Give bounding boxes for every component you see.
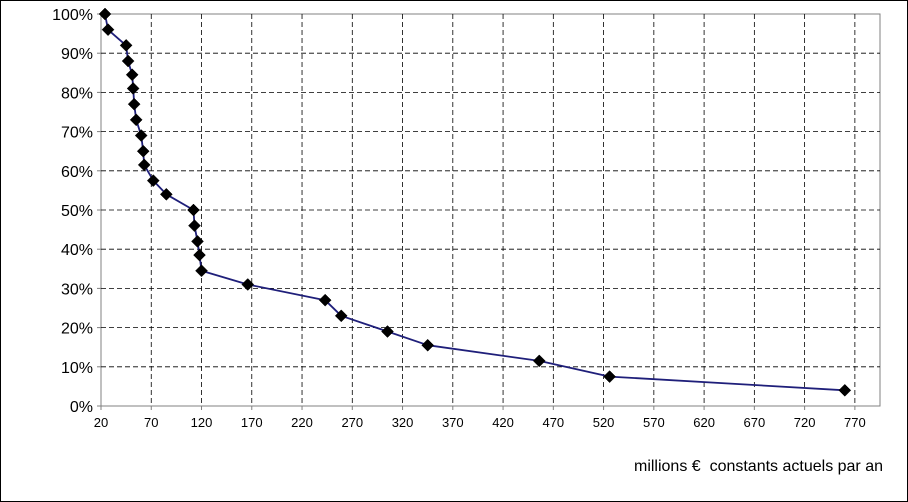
x-axis-label: millions € constants actuels par an: [633, 458, 883, 475]
data-point-marker: [195, 264, 208, 278]
y-tick-label: 10%: [61, 360, 93, 377]
y-tick-label: 100%: [52, 7, 93, 24]
data-point-marker: [127, 97, 141, 111]
data-point-marker: [101, 23, 115, 37]
x-axis-ticks: 20 70 120 170 220 270 320 370 420 470 520 570 620 670…: [94, 406, 866, 430]
data-point-marker: [146, 174, 160, 187]
data-point-marker: [129, 113, 143, 127]
data-point-marker: [137, 158, 151, 172]
data-point-marker: [603, 370, 616, 383]
y-tick-label: 90%: [61, 46, 93, 63]
x-tick-label: 470: [542, 415, 564, 430]
y-tick-label: 20%: [61, 321, 93, 338]
x-tick-label: 720: [794, 415, 816, 430]
data-point-marker: [532, 354, 546, 368]
data-point-marker: [119, 39, 133, 52]
y-tick-label: 0%: [70, 399, 93, 416]
data-point-marker: [126, 82, 140, 95]
x-tick-label: 170: [241, 415, 263, 430]
data-point-marker: [241, 278, 255, 291]
data-point-marker: [98, 7, 112, 21]
data-point-marker: [125, 68, 139, 82]
x-tick-label: 770: [844, 415, 866, 430]
y-tick-label: 60%: [61, 164, 93, 181]
y-tick-label: 70%: [61, 125, 93, 142]
data-point-marker: [381, 325, 394, 338]
y-tick-label: 80%: [61, 85, 93, 102]
y-tick-label: 30%: [61, 281, 93, 298]
x-tick-label: 270: [341, 415, 363, 430]
data-point-marker: [421, 338, 435, 352]
x-tick-label: 670: [744, 415, 766, 430]
x-tick-label: 320: [392, 415, 414, 430]
series-points: [98, 7, 852, 397]
data-point-marker: [121, 54, 135, 68]
x-tick-label: 570: [643, 415, 665, 430]
y-tick-label: 50%: [61, 203, 93, 220]
x-tick-label: 220: [291, 415, 313, 430]
x-tick-label: 620: [693, 415, 715, 430]
x-tick-label: 120: [191, 415, 213, 430]
y-tick-label: 40%: [61, 242, 93, 259]
data-point-marker: [191, 235, 204, 248]
x-tick-label: 520: [593, 415, 615, 430]
data-point-marker: [134, 129, 148, 142]
x-tick-label: 420: [492, 415, 514, 430]
data-point-marker: [318, 293, 332, 307]
data-point-marker: [159, 187, 173, 201]
x-tick-label: 70: [144, 415, 158, 430]
x-tick-label: 370: [442, 415, 464, 430]
x-tick-label: 20: [94, 415, 108, 430]
data-point-marker: [188, 219, 201, 233]
data-point-marker: [193, 248, 206, 262]
data-point-marker: [334, 309, 348, 323]
y-axis-ticks: 0% 10% 20% 30% 40% 50% 60% 70% 80% 90% 100%: [52, 7, 101, 416]
data-point-marker: [187, 203, 200, 217]
data-point-marker: [136, 144, 150, 158]
grid: [101, 14, 880, 406]
data-point-marker: [838, 383, 852, 397]
